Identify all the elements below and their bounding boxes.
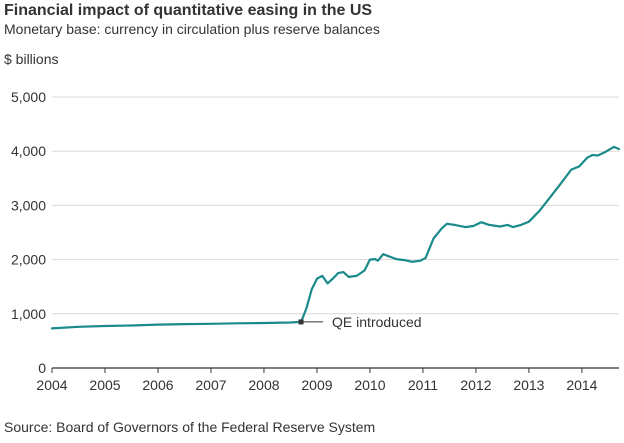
- x-tick-label: 2009: [301, 377, 332, 393]
- x-tick-label: 2013: [513, 377, 544, 393]
- y-tick-label: 3,000: [11, 197, 46, 213]
- x-tick-label: 2004: [36, 377, 67, 393]
- x-tick-label: 2005: [89, 377, 120, 393]
- series-group: [50, 145, 621, 330]
- x-axis: 2004 2005 2006 2007 2008 2009 2010 2011 2012 2013…: [36, 367, 619, 393]
- y-axis-ticks: 0 1,000 2,000 3,000 4,000 5,000: [11, 89, 46, 376]
- x-tick-label: 2007: [195, 377, 226, 393]
- x-tick-label: 2012: [460, 377, 491, 393]
- grid-lines: [52, 96, 619, 315]
- x-tick-label: 2006: [142, 377, 173, 393]
- chart-title: Financial impact of quantitative easing …: [4, 2, 373, 19]
- annotation-marker: [298, 319, 304, 325]
- y-tick-label: 2,000: [11, 252, 46, 268]
- y-tick-label: 4,000: [11, 143, 46, 159]
- y-tick-label: 5,000: [11, 89, 46, 105]
- x-tick-label: 2011: [408, 377, 438, 393]
- series-line-monetary-base: [50, 145, 621, 330]
- source-note: Source: Board of Governors of the Federa…: [4, 419, 376, 435]
- annotation-label: QE introduced: [332, 314, 422, 330]
- x-tick-label: 2008: [248, 377, 279, 393]
- annotation-group: QE introduced: [298, 314, 422, 330]
- chart-subtitle: Monetary base: currency in circulation p…: [4, 21, 380, 37]
- y-axis-unit-label: $ billions: [4, 51, 59, 67]
- x-tick-label: 2010: [354, 377, 385, 393]
- y-tick-label: 0: [38, 360, 46, 376]
- x-tick-label: 2014: [566, 377, 597, 393]
- y-tick-label: 1,000: [11, 306, 46, 322]
